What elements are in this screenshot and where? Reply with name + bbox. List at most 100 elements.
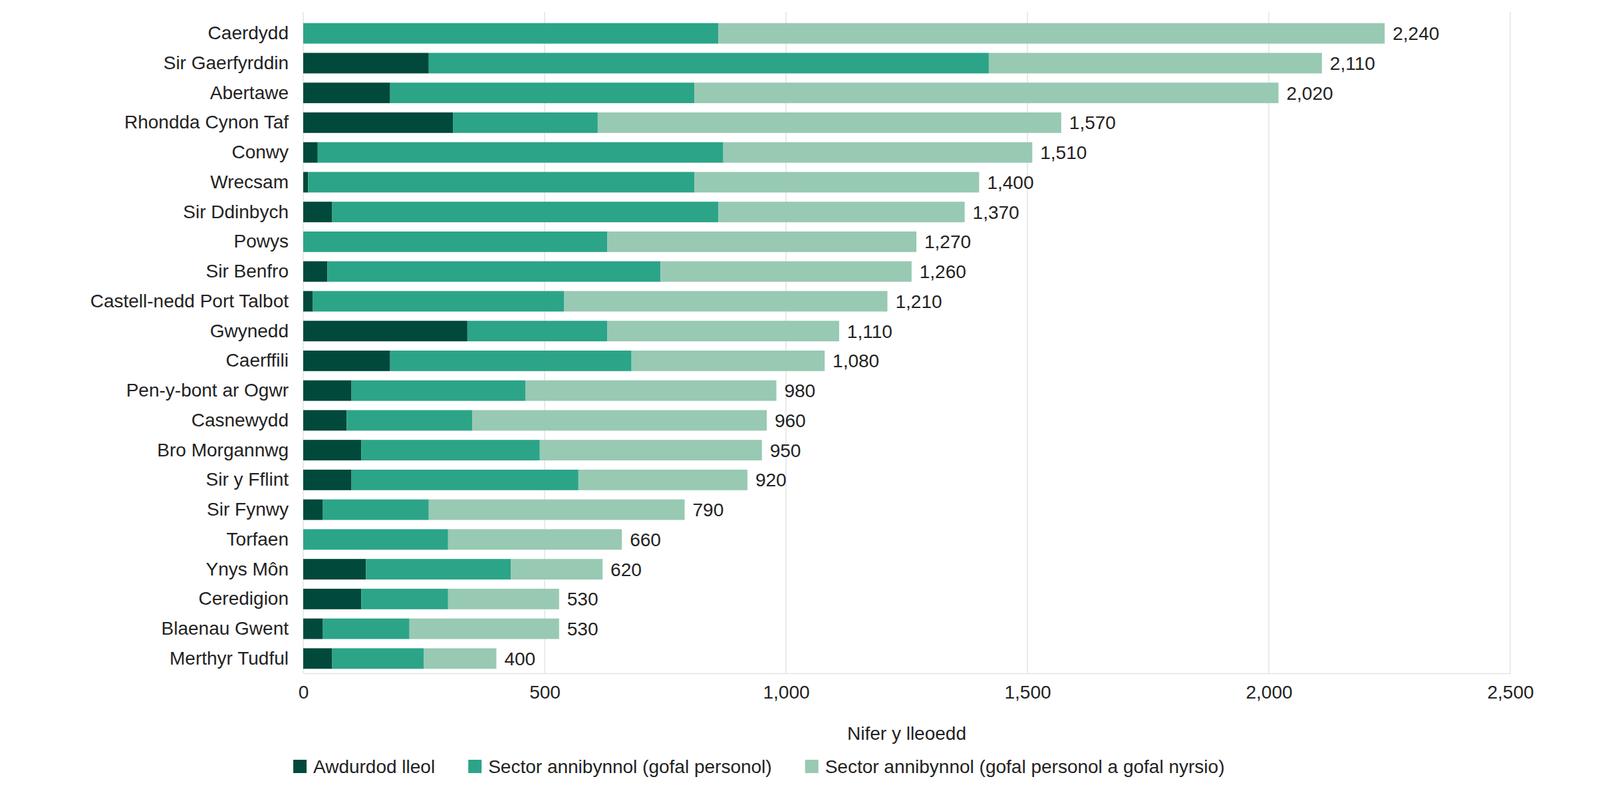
tick: Pen-y-bont ar Ogwr <box>126 379 304 401</box>
x-axis: 0 500 1,000 1,500 2,000 2,500 <box>298 672 1535 703</box>
legend-item: Awdurdod lleol <box>293 756 435 777</box>
bar <box>723 142 1033 163</box>
bar <box>718 201 965 223</box>
bar <box>390 350 632 372</box>
tick-label: Ynys Môn <box>206 558 290 580</box>
total-label: 400 <box>504 648 536 669</box>
bar <box>607 231 917 253</box>
tick: Bro Morgannwg <box>156 439 304 461</box>
total-label: 790 <box>692 499 725 521</box>
bar <box>660 261 912 282</box>
bar <box>694 171 979 193</box>
total-label: 1,400 <box>986 172 1034 193</box>
total-label: 960 <box>774 410 806 431</box>
total-label: 530 <box>567 588 599 610</box>
legend-item: Sector annibynnol (gofal personol a gofa… <box>805 756 1225 777</box>
bar <box>718 23 1385 44</box>
tick: Powys <box>234 230 304 252</box>
bar <box>452 112 598 134</box>
tick-label: 500 <box>529 681 561 703</box>
grid-line <box>785 11 787 673</box>
total-label: 1,110 <box>847 321 893 342</box>
bar <box>361 588 449 610</box>
tick: Gwynedd <box>210 320 304 342</box>
bar <box>578 469 748 491</box>
bar <box>303 409 347 431</box>
tick-label: Abertawe <box>210 82 289 104</box>
tick: Sir Fynwy <box>206 498 304 520</box>
tick: Abertawe <box>210 82 304 104</box>
bar <box>303 469 352 491</box>
tick: Sir Gaerfyrddin <box>163 52 304 74</box>
total-label: 2,020 <box>1286 83 1334 104</box>
bar <box>303 588 362 610</box>
bar <box>303 647 333 669</box>
tick-label: Sir Gaerfyrddin <box>163 52 289 74</box>
tick-label: Wrecsam <box>210 171 289 193</box>
tick: Torfaen <box>226 528 304 550</box>
tick: Casnewydd <box>191 409 304 431</box>
tick: 0 <box>298 672 310 703</box>
bar <box>303 290 314 312</box>
tick-label: Merthyr Tudful <box>169 647 289 669</box>
tick-label: Powys <box>234 230 289 252</box>
bar <box>332 201 719 223</box>
bar <box>303 231 608 253</box>
legend-swatch <box>293 759 307 773</box>
bar <box>303 52 429 74</box>
bar <box>510 558 603 580</box>
total-label: 620 <box>610 559 642 580</box>
tick-label: Rhondda Cynon Taf <box>124 111 289 133</box>
tick: 1,500 <box>1004 672 1051 703</box>
bar <box>303 201 333 223</box>
bar <box>303 112 453 134</box>
bar <box>346 409 473 431</box>
bar <box>390 82 695 104</box>
bar <box>428 499 685 521</box>
axis-line <box>303 672 1511 675</box>
bar <box>322 618 410 640</box>
bar <box>428 52 989 74</box>
series <box>409 23 1386 669</box>
tick-label: 2,500 <box>1486 681 1534 703</box>
bar <box>597 112 1062 134</box>
tick: 2,500 <box>1486 672 1534 703</box>
legend-item: Sector annibynnol (gofal personol) <box>468 756 772 777</box>
bar <box>988 52 1323 74</box>
bar <box>303 380 352 401</box>
bar <box>303 171 308 193</box>
total-label: 950 <box>770 440 802 461</box>
bar <box>303 320 468 342</box>
bar <box>448 528 622 550</box>
tick: Wrecsam <box>210 171 304 193</box>
bar <box>361 439 540 461</box>
bar <box>303 528 449 550</box>
total-label: 1,370 <box>972 202 1020 223</box>
bar <box>327 261 661 282</box>
tick: Conwy <box>231 141 304 163</box>
tick: Castell-nedd Port Talbot <box>90 290 304 312</box>
bar <box>313 290 565 312</box>
legend-label: Awdurdod lleol <box>313 756 435 777</box>
legend-swatch <box>468 759 482 773</box>
tick: 2,000 <box>1245 672 1293 703</box>
bar <box>525 380 777 401</box>
total-label: 920 <box>755 469 787 491</box>
bar <box>351 469 579 491</box>
tick-label: Casnewydd <box>191 409 289 431</box>
total-label: 660 <box>629 529 662 550</box>
legend-label: Sector annibynnol (gofal personol) <box>488 756 772 777</box>
total-label: 1,570 <box>1069 112 1116 134</box>
tick-label: Sir Benfro <box>206 260 290 282</box>
bar <box>303 499 323 521</box>
tick-label: Blaenau Gwent <box>161 617 290 639</box>
tick-label: Caerffili <box>226 349 289 371</box>
bar <box>303 142 318 163</box>
legend-swatch <box>805 759 819 773</box>
bar <box>317 142 724 163</box>
tick-label: Gwynedd <box>210 320 289 342</box>
tick-label: 1,000 <box>762 681 810 703</box>
bar <box>448 588 560 610</box>
bar <box>303 350 391 372</box>
bar <box>303 618 323 640</box>
